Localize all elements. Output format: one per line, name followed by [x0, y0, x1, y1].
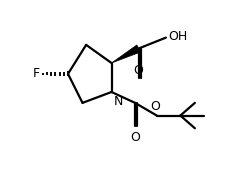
Text: F: F [33, 67, 40, 80]
Text: O: O [130, 131, 140, 144]
Text: O: O [133, 64, 143, 77]
Text: O: O [150, 100, 160, 113]
Text: N: N [114, 95, 123, 108]
Polygon shape [111, 45, 141, 63]
Text: OH: OH [169, 30, 188, 43]
